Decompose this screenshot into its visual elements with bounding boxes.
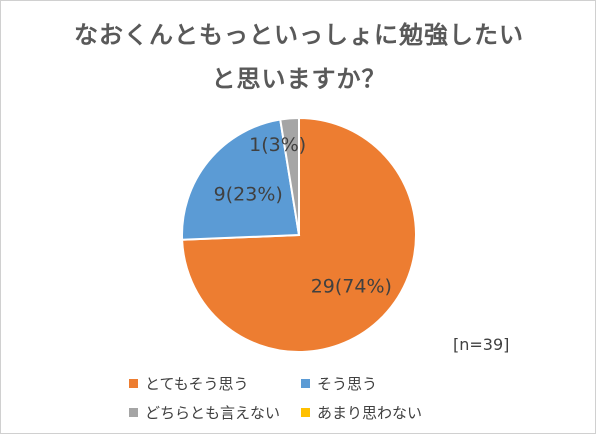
sample-size-note: [n=39] <box>453 335 510 354</box>
legend-label: どちらとも言えない <box>145 404 281 422</box>
legend-label: あまり思わない <box>317 404 423 422</box>
chart-title-line-1: なおくんともっといっしょに勉強したい <box>74 21 524 49</box>
pie-slice-neutral <box>279 116 300 236</box>
legend-item-agree: そう思う <box>301 373 377 394</box>
legend-swatch <box>301 408 310 417</box>
data-label-neutral: 1(3%) <box>249 134 306 156</box>
legend-item-very-much: とてもそう思う <box>129 373 249 394</box>
chart-title-line-2: と思いますか？ <box>211 65 387 93</box>
legend-label: とてもそう思う <box>145 375 249 393</box>
legend-swatch <box>129 408 138 417</box>
legend-swatch <box>301 379 310 388</box>
legend-swatch <box>129 379 138 388</box>
data-label-very-much: 29(74%) <box>311 275 392 297</box>
legend-label: そう思う <box>317 375 378 393</box>
legend-item-not-really: あまり思わない <box>301 402 422 423</box>
legend-item-neutral: どちらとも言えない <box>129 402 280 423</box>
pie-slice-agree <box>181 118 301 241</box>
data-label-agree: 9(23%) <box>214 184 283 206</box>
